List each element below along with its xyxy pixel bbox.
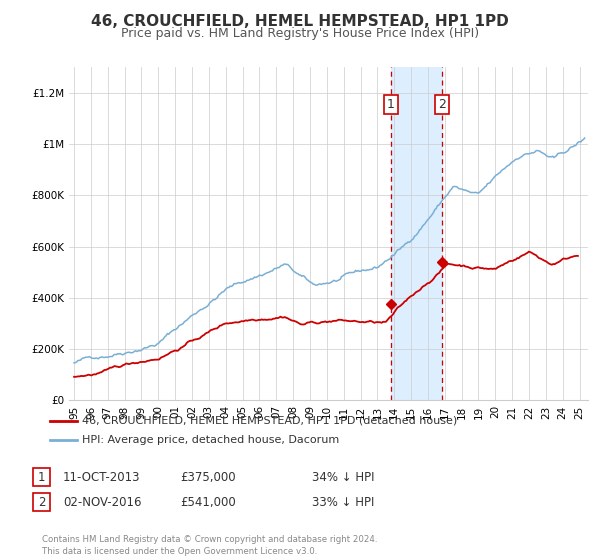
- Text: Price paid vs. HM Land Registry's House Price Index (HPI): Price paid vs. HM Land Registry's House …: [121, 27, 479, 40]
- Text: 34% ↓ HPI: 34% ↓ HPI: [312, 470, 374, 484]
- Bar: [391, 67, 442, 400]
- Text: £375,000: £375,000: [180, 470, 236, 484]
- Text: 2: 2: [438, 98, 446, 111]
- Text: 33% ↓ HPI: 33% ↓ HPI: [312, 496, 374, 509]
- Text: 46, CROUCHFIELD, HEMEL HEMPSTEAD, HP1 1PD (detached house): 46, CROUCHFIELD, HEMEL HEMPSTEAD, HP1 1P…: [82, 416, 457, 426]
- Text: 1: 1: [387, 98, 395, 111]
- Text: 11-OCT-2013: 11-OCT-2013: [63, 470, 140, 484]
- Text: 02-NOV-2016: 02-NOV-2016: [63, 496, 142, 509]
- Text: Contains HM Land Registry data © Crown copyright and database right 2024.
This d: Contains HM Land Registry data © Crown c…: [42, 535, 377, 556]
- Text: 1: 1: [38, 470, 45, 484]
- Text: HPI: Average price, detached house, Dacorum: HPI: Average price, detached house, Daco…: [82, 435, 340, 445]
- Text: £541,000: £541,000: [180, 496, 236, 509]
- Text: 46, CROUCHFIELD, HEMEL HEMPSTEAD, HP1 1PD: 46, CROUCHFIELD, HEMEL HEMPSTEAD, HP1 1P…: [91, 14, 509, 29]
- Text: 2: 2: [38, 496, 45, 509]
